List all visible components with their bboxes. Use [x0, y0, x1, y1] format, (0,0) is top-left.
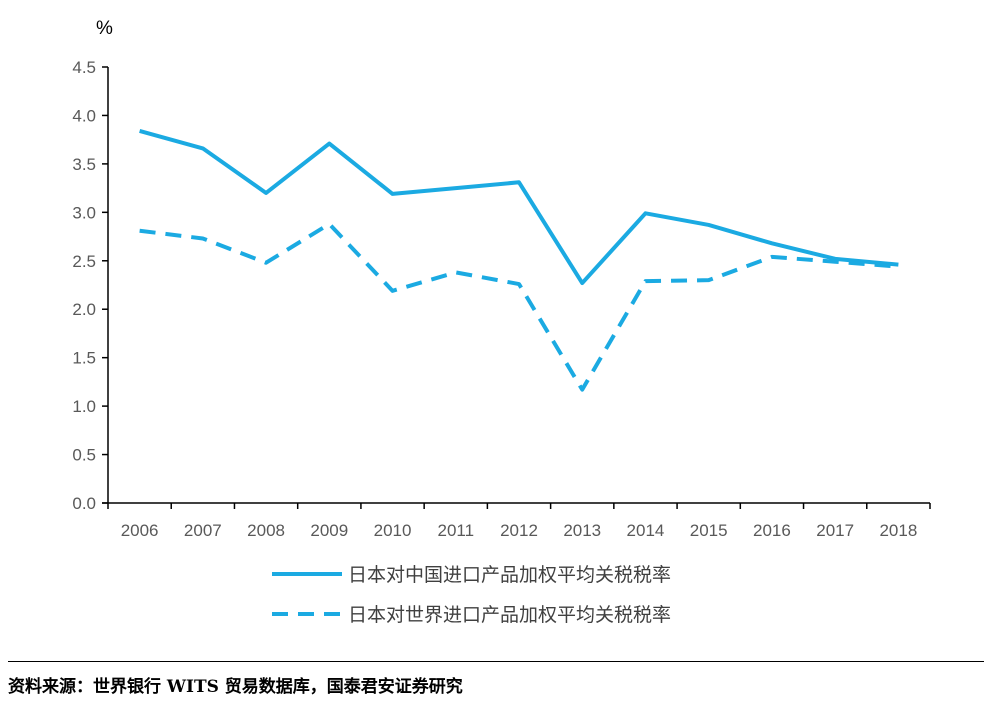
y-tick-label: 1.5 [72, 349, 96, 368]
x-tick-label: 2016 [753, 521, 791, 540]
legend-label-1: 日本对中国进口产品加权平均关税税率 [348, 564, 671, 586]
x-tick-label: 2017 [816, 521, 854, 540]
y-tick-label: 4.0 [72, 106, 96, 125]
y-tick-label: 0.0 [72, 494, 96, 513]
legend-label-2: 日本对世界进口产品加权平均关税税率 [348, 604, 671, 626]
x-tick-label: 2009 [310, 521, 348, 540]
x-tick-label: 2011 [437, 521, 474, 540]
x-tick-label: 2006 [121, 521, 159, 540]
x-tick-label: 2013 [563, 521, 601, 540]
x-tick-label: 2015 [690, 521, 728, 540]
y-tick-label: 2.0 [72, 300, 96, 319]
x-tick-label: 2007 [184, 521, 222, 540]
y-axis-unit: % [96, 18, 113, 39]
series-line-1 [139, 129, 899, 286]
x-tick-label: 2014 [627, 521, 665, 540]
y-tick-label: 0.5 [72, 446, 96, 465]
x-tick-label: 2018 [879, 521, 917, 540]
y-tick-label: 2.5 [72, 252, 96, 271]
y-tick-label: 3.5 [72, 155, 96, 174]
x-tick-label: 2012 [500, 521, 538, 540]
y-tick-label: 1.0 [72, 397, 96, 416]
source-note: 资料来源：世界银行 WITS 贸易数据库，国泰君安证券研究 [8, 677, 463, 697]
y-tick-label: 4.5 [72, 58, 96, 77]
x-tick-label: 2010 [374, 521, 412, 540]
series-line-2 [139, 221, 899, 392]
divider [8, 661, 984, 662]
y-tick-label: 3.0 [72, 203, 96, 222]
x-tick-label: 2008 [247, 521, 285, 540]
